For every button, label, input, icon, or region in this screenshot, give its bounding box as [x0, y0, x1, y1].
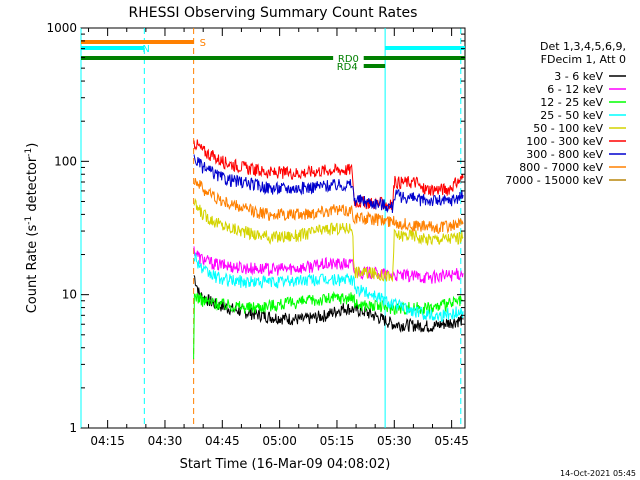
legend-header-line: Det 1,3,4,5,6,9,: [540, 40, 626, 53]
legend: Det 1,3,4,5,6,9,FDecim 1, Att 0 3 - 6 keV…: [505, 40, 626, 187]
series-layer: [193, 139, 464, 360]
y-axis-label-sup2: -1: [24, 148, 34, 157]
legend-entry-label: 3 - 6 keV: [554, 70, 603, 83]
x-tick-label: 05:30: [377, 434, 412, 448]
legend-entry-label: 800 - 7000 keV: [519, 161, 603, 174]
x-axis-label: Start Time (16-Mar-09 04:08:02): [180, 457, 391, 472]
x-tick-label: 04:30: [148, 434, 183, 448]
footer-timestamp: 14-Oct-2021 05:45: [560, 469, 636, 478]
state-bar-label: RD0: [338, 54, 359, 65]
state-bar-label: N: [142, 44, 149, 55]
chart-title: RHESSI Observing Summary Count Rates: [129, 5, 418, 21]
series-line: [193, 290, 464, 360]
series-line: [193, 251, 464, 323]
series-line: [193, 177, 464, 235]
y-axis-label-part1: Count Rate (s: [25, 225, 40, 314]
y-axis-label-part3: ): [25, 143, 40, 148]
y-tick-label: 100: [54, 154, 77, 168]
ticks-layer: 1 10 100 1000 04:15 04:30 04:45 05:00 05:15 05:30…: [46, 21, 468, 448]
x-tick-label: 05:15: [320, 434, 355, 448]
y-axis-label-sup1: -1: [24, 216, 34, 225]
y-tick-label: 1: [69, 421, 77, 435]
x-tick-label: 05:00: [262, 434, 297, 448]
legend-entry-label: 12 - 25 keV: [540, 96, 603, 109]
legend-header-line: FDecim 1, Att 0: [541, 53, 626, 66]
series-line: [193, 275, 464, 333]
legend-entry-label: 50 - 100 keV: [533, 122, 603, 135]
y-tick-label: 10: [62, 288, 77, 302]
legend-entry-label: 7000 - 15000 keV: [505, 174, 603, 187]
legend-entry-label: 100 - 300 keV: [526, 135, 603, 148]
state-bar-label: S: [200, 38, 206, 49]
y-tick-label: 1000: [46, 21, 77, 35]
legend-entry-label: 6 - 12 keV: [547, 83, 603, 96]
x-tick-label: 04:45: [205, 434, 240, 448]
series-line: [193, 197, 464, 283]
series-line: [193, 246, 464, 284]
series-line: [193, 139, 464, 211]
y-axis-label: Count Rate (s-1 detector-1): [24, 143, 40, 314]
vertical-markers-layer: [80, 28, 462, 428]
legend-entry-label: 300 - 800 keV: [526, 148, 603, 161]
legend-entry-label: 25 - 50 keV: [540, 109, 603, 122]
x-tick-label: 05:45: [434, 434, 469, 448]
x-tick-label: 04:15: [90, 434, 125, 448]
series-line: [193, 154, 464, 214]
y-axis-label-part2: detector: [25, 156, 40, 216]
state-bar-label: RD4: [337, 62, 358, 73]
